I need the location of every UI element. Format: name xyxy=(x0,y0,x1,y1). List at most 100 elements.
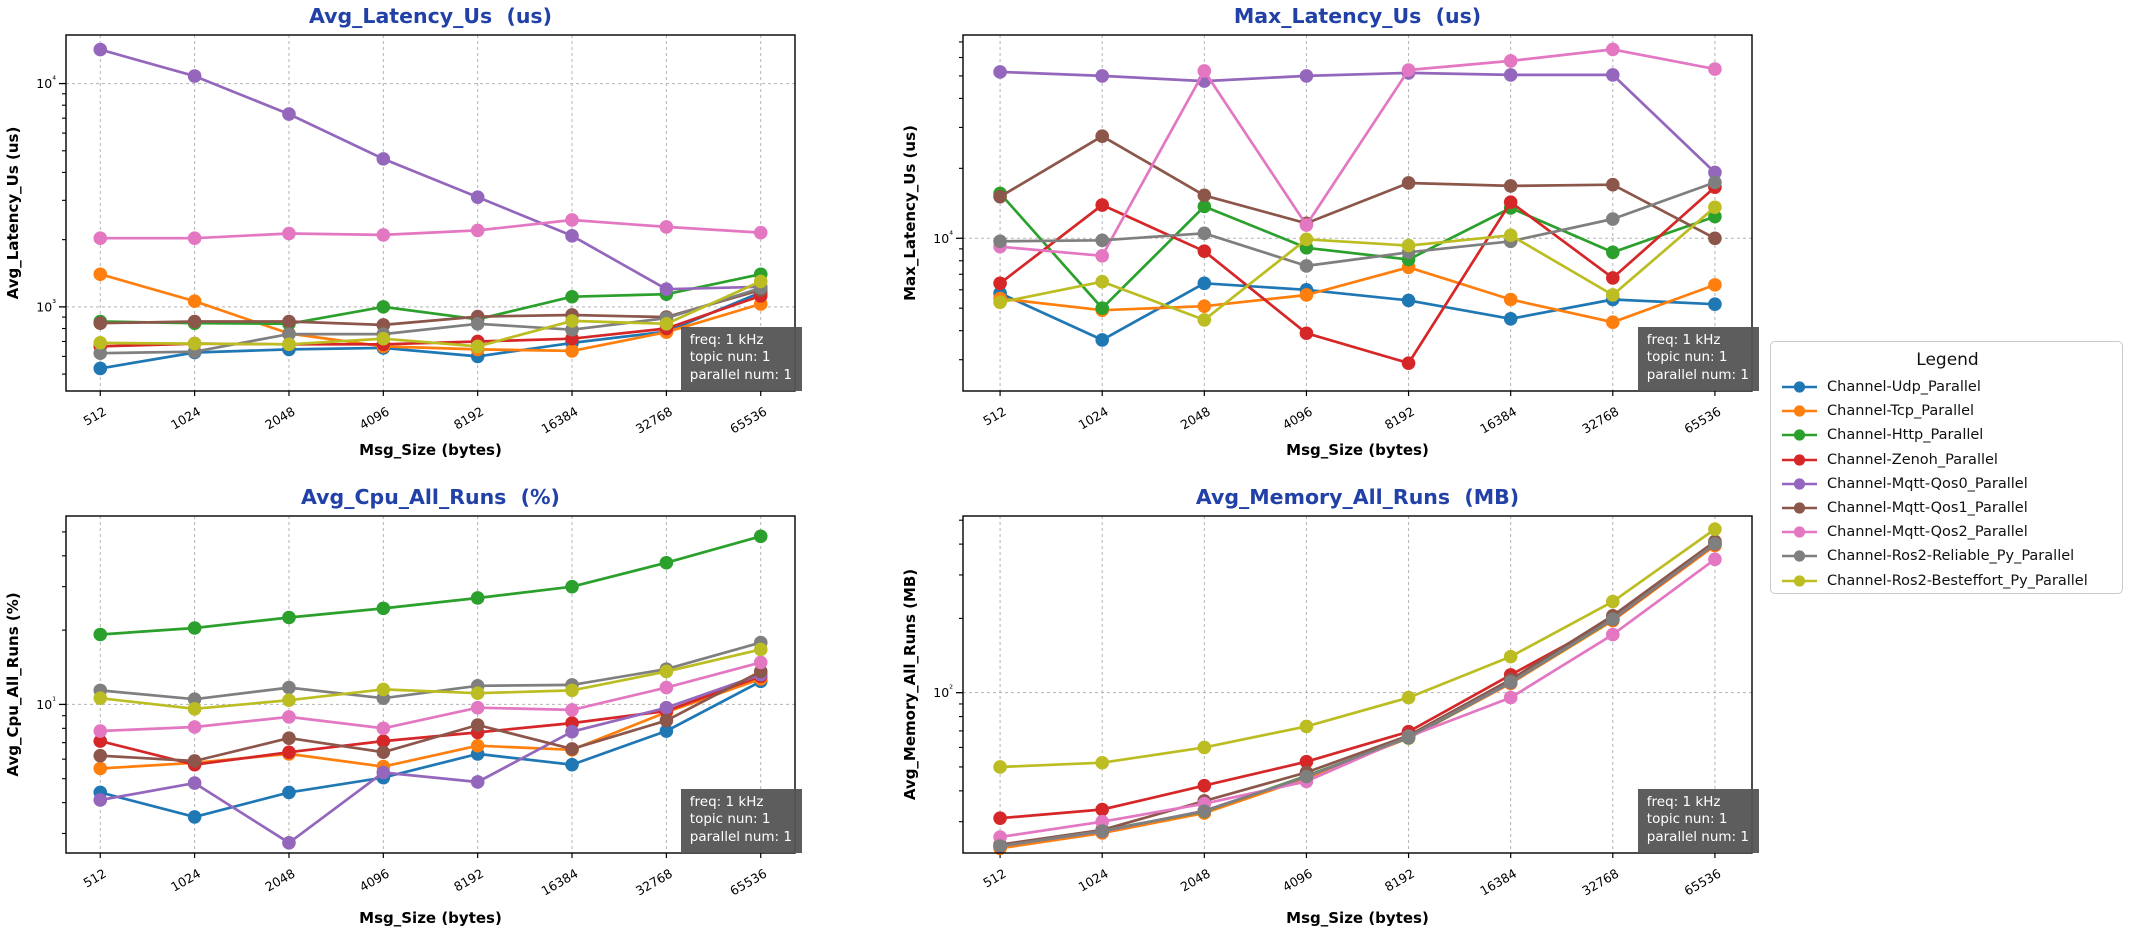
legend-item-label: Channel-Zenoh_Parallel xyxy=(1827,451,1998,468)
legend-items: Channel-Udp_Parallel Channel-Tcp_Parallel… xyxy=(1781,375,2114,593)
x-tick-label: 32768 xyxy=(1579,866,1621,899)
x-tick-label: 4096 xyxy=(357,404,392,433)
chart-avg-memory-all-runs: 10² 512 1024 2048 4096 8192 16384 32768 65536 Avg… xyxy=(897,468,1770,936)
y-tick-label: 10³ xyxy=(36,298,56,315)
chart-svg: 10¹ 512 1024 2048 4096 8192 16384 32768 65536 Avg… xyxy=(4,485,796,927)
legend-box: Legend Channel-Udp_Parallel Channel-Tcp_P… xyxy=(1770,341,2123,594)
x-tick-label: 2048 xyxy=(1178,404,1213,433)
x-tick-label: 16384 xyxy=(1477,866,1519,899)
annotation-box: freq: 1 kHz topic nun: 1 parallel num: 1 xyxy=(680,326,802,391)
gridlines xyxy=(963,516,1752,853)
legend-marker-icon xyxy=(1782,502,1817,514)
annotation-line: parallel num: 1 xyxy=(1646,367,1749,384)
y-tick-label: 10⁴ xyxy=(36,75,56,92)
y-axis-ticks xyxy=(956,41,963,361)
chart-svg: 10³ 10⁴ 512 1024 2048 4096 8192 16384 32768 65536… xyxy=(4,4,796,459)
legend-item-label: Channel-Tcp_Parallel xyxy=(1827,403,1975,420)
plot-frame xyxy=(65,34,796,392)
x-tick-label: 16384 xyxy=(539,404,581,437)
x-tick-label: 32768 xyxy=(1579,404,1621,437)
legend-item: Channel-Mqtt-Qos0_Parallel xyxy=(1781,472,2114,496)
legend-item-label: Channel-Mqtt-Qos0_Parallel xyxy=(1827,475,2028,492)
x-tick-label: 8192 xyxy=(1382,404,1417,433)
annotation-line: freq: 1 kHz xyxy=(1646,793,1721,810)
x-tick-label: 512 xyxy=(81,866,109,891)
annotation-line: topic nun: 1 xyxy=(1646,349,1728,366)
annotation-line: topic nun: 1 xyxy=(689,811,771,828)
legend-marker-icon xyxy=(1782,429,1817,442)
x-tick-label: 1024 xyxy=(1076,866,1111,895)
x-tick-label: 2048 xyxy=(262,866,297,895)
series-Channel-Mqtt-Qos0_Parallel xyxy=(93,667,768,850)
legend-title: Legend xyxy=(1916,350,1979,370)
series-Channel-Udp_Parallel xyxy=(993,276,1722,347)
series-Channel-Ros2-Reliable_Py_Parallel xyxy=(993,175,1722,273)
legend-marker-icon xyxy=(1782,574,1817,587)
y-tick-label: 10¹ xyxy=(36,695,56,712)
y-axis-label: Max_Latency_Us (us) xyxy=(901,125,919,301)
plot-frame xyxy=(962,515,1753,854)
chart-avg-cpu-all-runs: 10¹ 512 1024 2048 4096 8192 16384 32768 65536 Avg… xyxy=(0,468,810,936)
x-tick-label: 4096 xyxy=(357,866,392,895)
series-Channel-Ros2-Besteffort_Py_Parallel xyxy=(93,642,768,716)
legend-item: Channel-Ros2-Besteffort_Py_Parallel xyxy=(1781,569,2114,593)
legend-item: Channel-Http_Parallel xyxy=(1781,423,2114,447)
x-axis-label: Msg_Size (bytes) xyxy=(359,909,502,927)
legend-item: Channel-Mqtt-Qos1_Parallel xyxy=(1781,496,2114,520)
x-tick-label: 1024 xyxy=(168,404,203,433)
x-tick-label: 32768 xyxy=(633,866,675,899)
x-axis-label: Msg_Size (bytes) xyxy=(1286,909,1429,927)
legend-marker-icon xyxy=(1782,526,1817,538)
legend-item-label: Channel-Mqtt-Qos1_Parallel xyxy=(1827,500,2028,517)
x-tick-label: 65536 xyxy=(727,404,769,437)
chart-svg: 10⁴ 512 1024 2048 4096 8192 16384 32768 65536 Max… xyxy=(901,4,1753,459)
legend-marker-icon xyxy=(1782,478,1817,490)
chart-avg-latency-us: 10³ 10⁴ 512 1024 2048 4096 8192 16384 32768 65536… xyxy=(0,0,810,468)
y-tick-label: 10² xyxy=(933,684,953,701)
legend-marker-icon xyxy=(1782,381,1817,393)
x-tick-label: 8192 xyxy=(1382,866,1417,895)
x-tick-label: 16384 xyxy=(1477,404,1519,437)
legend-item-label: Channel-Ros2-Besteffort_Py_Parallel xyxy=(1827,572,2088,589)
x-tick-label: 512 xyxy=(980,866,1008,891)
x-tick-label: 2048 xyxy=(262,404,297,433)
annotation-box: freq: 1 kHz topic nun: 1 parallel num: 1 xyxy=(1637,326,1759,391)
y-tick-label: 10⁴ xyxy=(933,229,953,246)
annotation-box: freq: 1 kHz topic nun: 1 parallel num: 1 xyxy=(1637,788,1759,853)
annotation-line: parallel num: 1 xyxy=(689,367,792,384)
chart-title: Avg_Cpu_All_Runs (%) xyxy=(301,485,560,509)
legend-item: Channel-Ros2-Reliable_Py_Parallel xyxy=(1781,544,2114,568)
gridlines xyxy=(963,35,1752,391)
x-tick-label: 4096 xyxy=(1280,404,1315,433)
x-tick-label: 32768 xyxy=(633,404,675,437)
x-tick-label: 8192 xyxy=(451,866,486,895)
legend-item-label: Channel-Ros2-Reliable_Py_Parallel xyxy=(1827,548,2075,565)
series-Channel-Ros2-Besteffort_Py_Parallel xyxy=(993,200,1722,327)
plot-frame xyxy=(65,515,796,854)
chart-title: Avg_Memory_All_Runs (MB) xyxy=(1196,485,1519,509)
legend-item-label: Channel-Mqtt-Qos2_Parallel xyxy=(1827,524,2028,541)
x-axis-label: Msg_Size (bytes) xyxy=(359,441,502,459)
y-axis-ticks xyxy=(59,82,66,375)
y-axis-label: Avg_Cpu_All_Runs (%) xyxy=(4,592,22,776)
y-axis-ticks xyxy=(59,531,66,835)
series-Channel-Ros2-Besteffort_Py_Parallel xyxy=(93,274,768,354)
chart-title: Max_Latency_Us (us) xyxy=(1234,4,1481,28)
x-tick-label: 1024 xyxy=(168,866,203,895)
legend-marker-icon xyxy=(1782,405,1817,417)
x-tick-label: 16384 xyxy=(539,866,581,899)
annotation-line: parallel num: 1 xyxy=(689,829,792,846)
chart-title: Avg_Latency_Us (us) xyxy=(309,4,552,28)
x-tick-label: 512 xyxy=(980,404,1008,429)
x-tick-label: 8192 xyxy=(451,404,486,433)
series-Channel-Ros2-Reliable_Py_Parallel xyxy=(993,537,1722,853)
annotation-line: freq: 1 kHz xyxy=(689,331,764,348)
annotation-box: freq: 1 kHz topic nun: 1 parallel num: 1 xyxy=(680,788,802,853)
x-tick-label: 1024 xyxy=(1076,404,1111,433)
plot-frame xyxy=(962,34,1753,392)
annotation-line: freq: 1 kHz xyxy=(1646,331,1721,348)
series-Channel-Mqtt-Qos1_Parallel xyxy=(93,664,768,768)
legend-item: Channel-Udp_Parallel xyxy=(1781,375,2114,399)
series-Channel-Ros2-Besteffort_Py_Parallel xyxy=(993,522,1722,774)
